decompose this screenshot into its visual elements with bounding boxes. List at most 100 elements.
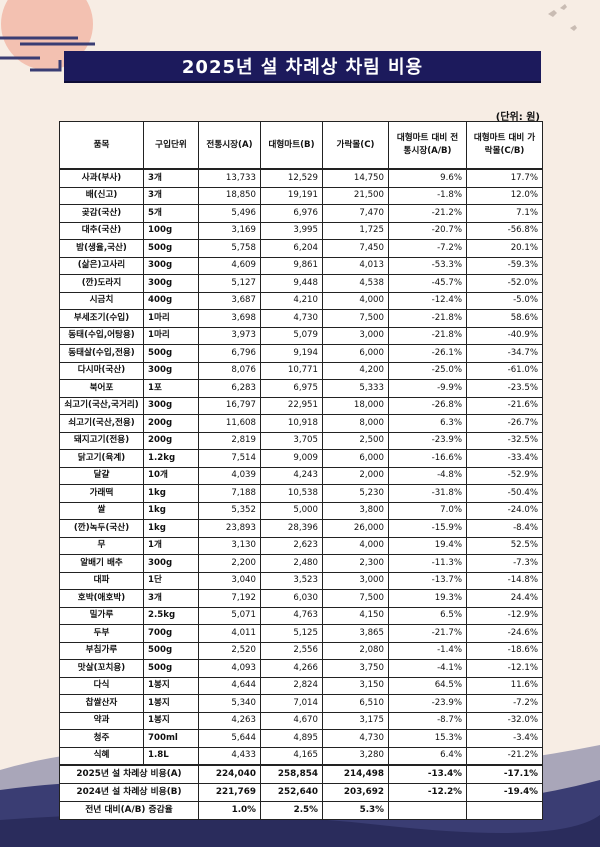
purchase-unit: 1.8L — [143, 746, 199, 766]
large-mart-price: 4,895 — [260, 729, 323, 748]
ratio-cb: -32.5% — [466, 431, 543, 450]
summary-traditional-market: 224,040 — [198, 764, 261, 784]
table-row: 쇠고기(국산,국거리) 300g 16,797 22,951 18,000 -26.8% -… — [59, 396, 543, 415]
garak-mall-price: 3,000 — [322, 571, 389, 590]
header-item: 품목 — [59, 121, 144, 170]
purchase-unit: 400g — [143, 291, 199, 310]
summary-garak-mall: 5.3% — [322, 801, 389, 820]
ratio-cb: 24.4% — [466, 589, 543, 608]
garak-mall-price: 4,538 — [322, 274, 389, 293]
traditional-market-price: 4,263 — [198, 711, 261, 730]
traditional-market-price: 23,893 — [198, 519, 261, 538]
summary-ratio-cb: -17.1% — [466, 764, 543, 784]
item-name: 다식 — [59, 676, 144, 695]
item-name: 호박(애호박) — [59, 589, 144, 608]
traditional-market-price: 4,093 — [198, 659, 261, 678]
ratio-ab: -7.2% — [388, 239, 467, 258]
ratio-cb: -32.0% — [466, 711, 543, 730]
ratio-cb: -24.0% — [466, 501, 543, 520]
item-name: 부세조기(수입) — [59, 309, 144, 328]
large-mart-price: 4,165 — [260, 746, 323, 766]
item-name: 배(신고) — [59, 186, 144, 205]
traditional-market-price: 4,609 — [198, 256, 261, 275]
large-mart-price: 5,079 — [260, 326, 323, 345]
item-name: (삶은)고사리 — [59, 256, 144, 275]
garak-mall-price: 3,175 — [322, 711, 389, 730]
ratio-cb: -12.9% — [466, 606, 543, 625]
large-mart-price: 9,448 — [260, 274, 323, 293]
purchase-unit: 500g — [143, 344, 199, 363]
traditional-market-price: 2,200 — [198, 554, 261, 573]
ratio-cb: -33.4% — [466, 449, 543, 468]
summary-garak-mall: 214,498 — [322, 764, 389, 784]
summary-label: 2025년 설 차례상 비용(A) — [59, 764, 199, 784]
traditional-market-price: 3,040 — [198, 571, 261, 590]
purchase-unit: 200g — [143, 414, 199, 433]
ratio-cb: -5.0% — [466, 291, 543, 310]
ratio-cb: -14.8% — [466, 571, 543, 590]
ratio-ab: 19.3% — [388, 589, 467, 608]
header-ratio-cb: 대형마트 대비 가락몰(C/B) — [466, 121, 543, 170]
ratio-cb: -21.6% — [466, 396, 543, 415]
item-name: (깐)도라지 — [59, 274, 144, 293]
large-mart-price: 2,824 — [260, 676, 323, 695]
garak-mall-price: 18,000 — [322, 396, 389, 415]
header-ratio-ab: 대형마트 대비 전통시장(A/B) — [388, 121, 467, 170]
large-mart-price: 5,125 — [260, 624, 323, 643]
ratio-cb: 11.6% — [466, 676, 543, 695]
item-name: 약과 — [59, 711, 144, 730]
item-name: 대파 — [59, 571, 144, 590]
ratio-ab: -1.8% — [388, 186, 467, 205]
traditional-market-price: 5,496 — [198, 204, 261, 223]
unit-note: (단위: 원) — [495, 112, 540, 123]
purchase-unit: 2.5kg — [143, 606, 199, 625]
ratio-ab: -21.7% — [388, 624, 467, 643]
garak-mall-price: 2,500 — [322, 431, 389, 450]
garak-mall-price: 6,510 — [322, 694, 389, 713]
table-header-row: 품목 구입단위 전통시장(A) 대형마트(B) 가락몰(C) 대형마트 대비 전… — [59, 121, 543, 170]
garak-mall-price: 6,000 — [322, 449, 389, 468]
ratio-ab: 19.4% — [388, 536, 467, 555]
garak-mall-price: 4,200 — [322, 361, 389, 380]
ratio-cb: -61.0% — [466, 361, 543, 380]
table-row: 사과(부사) 3개 13,733 12,529 14,750 9.6% 17.7% — [59, 168, 543, 188]
traditional-market-price: 7,192 — [198, 589, 261, 608]
item-name: 쇠고기(국산,전용) — [59, 414, 144, 433]
garak-mall-price: 7,470 — [322, 204, 389, 223]
large-mart-price: 22,951 — [260, 396, 323, 415]
table-row: 돼지고기(전용) 200g 2,819 3,705 2,500 -23.9% -32.5% — [59, 431, 543, 450]
ratio-cb: -26.7% — [466, 414, 543, 433]
ratio-cb: -8.4% — [466, 519, 543, 538]
purchase-unit: 1kg — [143, 484, 199, 503]
table-row: 약과 1봉지 4,263 4,670 3,175 -8.7% -32.0% — [59, 711, 543, 730]
ratio-ab: 6.3% — [388, 414, 467, 433]
large-mart-price: 9,009 — [260, 449, 323, 468]
purchase-unit: 1봉지 — [143, 694, 199, 713]
item-name: 곶감(국산) — [59, 204, 144, 223]
purchase-unit: 1봉지 — [143, 711, 199, 730]
large-mart-price: 9,861 — [260, 256, 323, 275]
traditional-market-price: 5,340 — [198, 694, 261, 713]
table-row: 밀가루 2.5kg 5,071 4,763 4,150 6.5% -12.9% — [59, 606, 543, 625]
ratio-ab: -4.1% — [388, 659, 467, 678]
summary-label: 전년 대비(A/B) 증감율 — [59, 801, 199, 820]
ratio-cb: 52.5% — [466, 536, 543, 555]
garak-mall-price: 26,000 — [322, 519, 389, 538]
ratio-ab: -21.8% — [388, 309, 467, 328]
summary-ratio-cb: -19.4% — [466, 783, 543, 802]
ratio-cb: -40.9% — [466, 326, 543, 345]
item-name: 쇠고기(국산,국거리) — [59, 396, 144, 415]
purchase-unit: 300g — [143, 256, 199, 275]
ratio-ab: -21.8% — [388, 326, 467, 345]
item-name: 돼지고기(전용) — [59, 431, 144, 450]
ratio-cb: -3.4% — [466, 729, 543, 748]
ratio-ab: -26.1% — [388, 344, 467, 363]
garak-mall-price: 4,000 — [322, 291, 389, 310]
ratio-ab: -26.8% — [388, 396, 467, 415]
garak-mall-price: 3,800 — [322, 501, 389, 520]
table-row: 대파 1단 3,040 3,523 3,000 -13.7% -14.8% — [59, 571, 543, 590]
ratio-ab: -4.8% — [388, 466, 467, 485]
ratio-cb: 20.1% — [466, 239, 543, 258]
summary-row: 2024년 설 차례상 비용(B) 221,769 252,640 203,692 -1… — [59, 783, 543, 802]
traditional-market-price: 3,687 — [198, 291, 261, 310]
